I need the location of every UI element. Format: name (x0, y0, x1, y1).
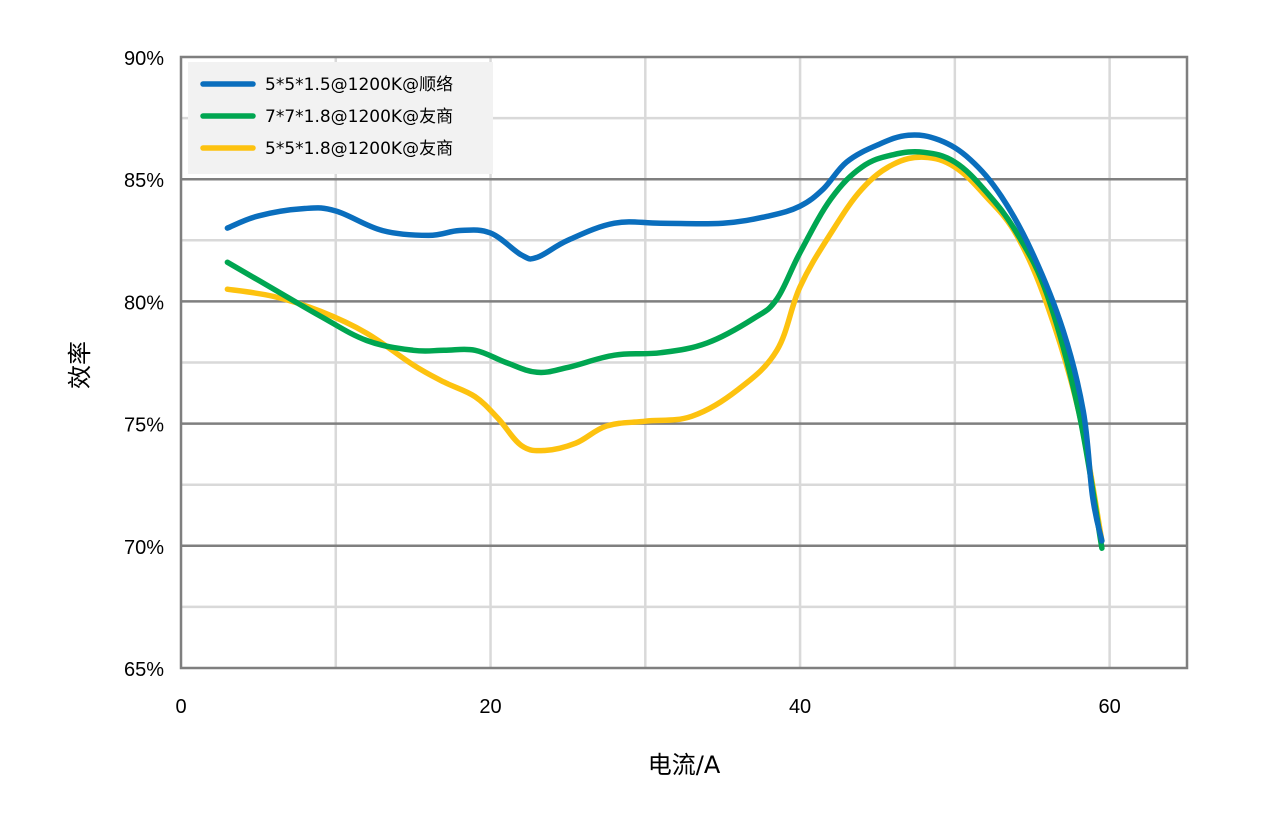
x-tick-label: 20 (479, 696, 501, 718)
y-tick-labels: 65% 70% 75% 80% 85% 90% (124, 48, 164, 681)
series-line-2 (224, 149, 1105, 551)
plot-frame (179, 55, 1189, 670)
y-axis-title: 效率 (66, 341, 94, 389)
major-gridlines (181, 177, 1187, 548)
legend: 5*5*1.5@1200K@顺络 7*7*1.8@1200K@友商 5*5*1.8@… (188, 62, 493, 174)
y-tick-label: 85% (124, 170, 164, 192)
x-axis-title: 电流/A (648, 751, 721, 779)
legend-label: 7*7*1.8@1200K@友商 (265, 107, 453, 127)
y-tick-label: 90% (124, 48, 164, 70)
legend-label: 5*5*1.8@1200K@友商 (265, 139, 453, 159)
legend-label: 5*5*1.5@1200K@顺络 (265, 75, 453, 95)
x-tick-label: 60 (1098, 696, 1120, 718)
y-tick-label: 65% (124, 659, 164, 681)
x-tick-labels: 0 20 40 60 (175, 696, 1120, 718)
y-tick-label: 75% (124, 415, 164, 437)
y-tick-label: 70% (124, 537, 164, 559)
series-line-3 (224, 154, 1105, 544)
y-tick-label: 80% (124, 292, 164, 314)
x-tick-label: 40 (789, 696, 811, 718)
series-line-1 (224, 132, 1105, 544)
series-lines (224, 132, 1105, 551)
x-tick-label: 0 (175, 696, 186, 718)
